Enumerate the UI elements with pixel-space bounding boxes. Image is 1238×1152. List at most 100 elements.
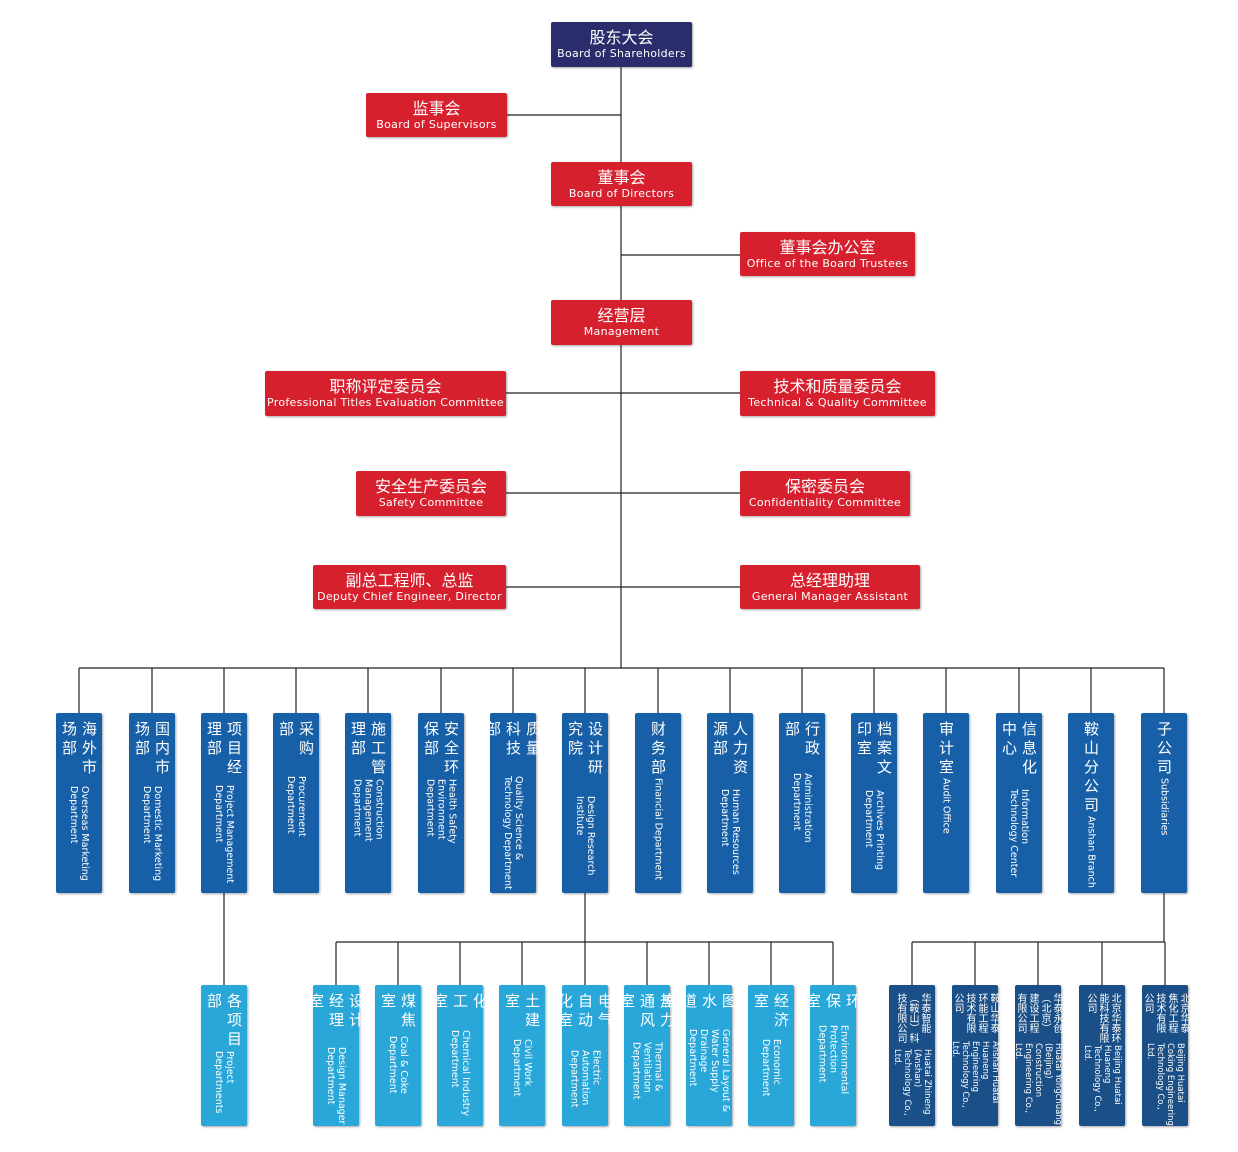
label-zh: 施工管理部 — [349, 721, 387, 778]
org-box: 化工室 Chemical Industry Department — [431, 985, 489, 1126]
org-box: 施工管理部 Construction Management Department — [345, 713, 391, 893]
label-zh: 安全生产委员会 — [374, 477, 487, 496]
label-en: Beijing Huatai Huaneng Technology Co., L… — [1082, 1044, 1122, 1112]
label-en: Construction Management Department — [351, 779, 385, 842]
org-box: 董事会 Board of Directors — [551, 162, 692, 206]
label-zh: 质量科技部 — [484, 721, 542, 759]
label-zh: 审计室 — [937, 721, 955, 778]
label-en: Human Resources Department — [719, 788, 741, 875]
org-box: 土建室 Civil Work Department — [499, 985, 545, 1126]
org-box: 技术和质量委员会 Technical & Quality Committee — [740, 371, 935, 416]
label-en: Environmental Protection Department — [816, 1024, 850, 1095]
label-zh: 技术和质量委员会 — [773, 377, 902, 396]
org-box: 监事会 Board of Supervisors — [366, 93, 507, 137]
label-zh: 设计研究院 — [566, 721, 604, 778]
label-en: Financial Department — [652, 778, 664, 881]
label-en: Economic Department — [760, 1039, 782, 1097]
org-box: 鞍山华泰环能工程技术有限公司 Anshan Huatai Huaneng Engi… — [950, 985, 1000, 1126]
label-en: Project Departments — [213, 1051, 235, 1114]
label-zh: 经营层 — [597, 306, 646, 325]
label-zh: 信息化中心 — [1000, 721, 1038, 778]
label-zh: 人力资源部 — [711, 721, 749, 778]
label-zh: 煤焦室 — [379, 993, 417, 1031]
label-en: Confidentiality Committee — [748, 496, 902, 509]
label-zh: 总图水道室 — [660, 993, 758, 1012]
label-en: Management — [583, 325, 660, 338]
label-zh: 海外市场部 — [60, 721, 98, 778]
label-en: Beijing Huatai Coking Engineering Techno… — [1145, 1042, 1185, 1126]
label-zh: 采购部 — [277, 721, 315, 759]
label-en: Board of Shareholders — [557, 47, 686, 60]
label-zh: 财务部 — [649, 721, 667, 778]
label-en: Administration Department — [791, 773, 813, 843]
label-zh: 子公司 — [1155, 721, 1173, 778]
org-box: 华泰永创（北京）建设工程有限公司 Huatai Yongchuang (Beiji… — [1013, 985, 1063, 1126]
org-box: 采购部 Procurement Department — [273, 713, 319, 893]
label-en: General Manager Assistant — [751, 589, 909, 603]
org-box: 北京华泰环能科技有限公司 Beijing Huatai Huaneng Techn… — [1079, 985, 1125, 1126]
label-zh: 股东大会 — [589, 28, 654, 47]
label-en: Anshan Huatai Huaneng Engineering Techno… — [950, 1041, 1000, 1109]
label-zh: 鞍山分公司 — [1082, 721, 1100, 816]
org-box: 总经理助理 General Manager Assistant — [740, 565, 920, 609]
org-box: 经济室 Economic Department — [748, 985, 794, 1126]
org-box: 经营层 Management — [551, 300, 692, 345]
org-box: 质量科技部 Quality Science & Technology Depart… — [484, 713, 542, 893]
label-en: Information Technology Center — [1008, 788, 1030, 877]
label-zh: 安全环保部 — [422, 721, 460, 778]
label-en: Procurement Department — [285, 776, 307, 837]
org-box: 安全环保部 Health Safety Environment Departmen… — [418, 713, 464, 893]
label-zh: 董事会 — [597, 167, 646, 187]
org-box: 电气自动化室 Electric Automation Department — [556, 985, 614, 1126]
label-en: General Layout & Water Supply Drainage D… — [687, 1028, 731, 1113]
label-en: Board of Directors — [568, 186, 675, 200]
org-box: 股东大会 Board of Shareholders — [551, 22, 692, 67]
org-box: 热力通风室 Thermal & Ventilation Department — [618, 985, 676, 1126]
label-zh: 热力通风室 — [618, 993, 676, 1031]
label-en: Design Manager Department — [325, 1047, 347, 1125]
label-en: Overseas Marketing Department — [68, 786, 90, 882]
label-zh: 鞍山华泰环能工程技术有限公司 — [952, 993, 999, 1033]
org-box: 保密委员会 Confidentiality Committee — [740, 471, 910, 516]
org-box: 信息化中心 Information Technology Center — [996, 713, 1042, 893]
label-en: Deputy Chief Engineer, Director — [317, 589, 502, 603]
label-zh: 副总工程师、总监 — [345, 570, 474, 590]
org-box: 档案文印室 Archives Printing Department — [851, 713, 897, 893]
label-zh: 总经理助理 — [789, 570, 870, 590]
label-en: Technical & Quality Committee — [748, 396, 927, 409]
label-zh: 电气自动化室 — [556, 993, 614, 1031]
org-box: 华泰智能（鞍山）科技有限公司 Huatai Zhineng (Anshan) Te… — [889, 985, 935, 1126]
org-box: 董事会办公室 Office of the Board Trustees — [740, 232, 915, 276]
org-box: 设计经理室 Design Manager Department — [307, 985, 365, 1126]
label-en: Health Safety Environment Department — [424, 778, 458, 844]
label-en: Design Research Institute — [574, 796, 596, 876]
org-box: 设计研究院 Design Research Institute — [562, 713, 608, 893]
org-box: 项目经理部 Project Management Department — [201, 713, 247, 893]
label-zh: 国内市场部 — [133, 721, 171, 778]
label-en: Chemical Industry Department — [449, 1030, 471, 1117]
org-box: 北京华泰焦化工程技术有限公司 Beijing Huatai Coking Engi… — [1142, 985, 1189, 1126]
label-zh: 保密委员会 — [784, 477, 865, 496]
org-box: 煤焦室 Coal & Coke Department — [375, 985, 421, 1126]
org-box: 鞍山分公司 Anshan Branch — [1068, 713, 1114, 893]
org-box: 国内市场部 Domestic Marketing Department — [129, 713, 175, 893]
label-en: Thermal & Ventilation Department — [630, 1041, 664, 1100]
label-en: Audit Office — [940, 778, 952, 834]
label-zh: 行政部 — [783, 721, 821, 759]
label-zh: 档案文印室 — [855, 721, 893, 778]
label-zh: 设计经理室 — [307, 993, 365, 1031]
label-zh: 职称评定委员会 — [329, 377, 442, 396]
org-box: 行政部 Administration Department — [779, 713, 825, 893]
label-en: Anshan Branch — [1085, 816, 1097, 888]
label-zh: 华泰永创（北京）建设工程有限公司 — [1015, 993, 1062, 1033]
label-zh: 董事会办公室 — [779, 237, 876, 257]
org-box: 财务部 Financial Department — [635, 713, 681, 893]
label-en: Huatai Yongchuang (Beijing) Construction… — [1013, 1042, 1063, 1125]
label-zh: 项目经理部 — [205, 721, 243, 778]
label-en: Electric Automation Department — [568, 1049, 602, 1108]
org-box: 环保室 Environmental Protection Department — [804, 985, 862, 1126]
org-box: 海外市场部 Overseas Marketing Department — [56, 713, 102, 893]
label-en: Quality Science & Technology Department — [502, 776, 524, 890]
label-en: Project Management Department — [213, 785, 235, 884]
